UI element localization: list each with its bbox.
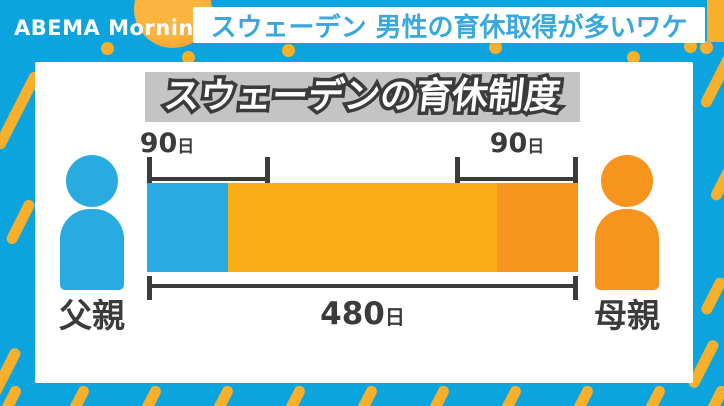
chart-title-plate: スウェーデンの育休制度 スウェーデンの育休制度: [145, 72, 580, 122]
yellow-stripe-decoration: [636, 384, 667, 406]
yellow-stripe-decoration: [132, 384, 163, 406]
yellow-stripe-decoration: [60, 384, 91, 406]
total-days-bracket: [147, 276, 578, 300]
yellow-dot-decoration: [684, 40, 697, 53]
yellow-stripe-decoration: [276, 384, 307, 406]
bar-segment-shared: [227, 183, 498, 272]
yellow-stripe-decoration: [709, 159, 724, 203]
yellow-dot-decoration: [627, 51, 640, 64]
mother-days-bracket: [454, 157, 578, 183]
yellow-stripe-decoration: [492, 384, 523, 406]
yellow-stripe-decoration: [4, 198, 37, 246]
yellow-stripe-decoration: [420, 384, 451, 406]
mother-person-icon: [595, 155, 659, 290]
yellow-stripe-decoration: [699, 275, 724, 317]
yellow-dot-decoration: [101, 42, 114, 55]
bar-segment-mother: [497, 183, 578, 272]
parental-leave-bar: [147, 183, 578, 272]
yellow-dot-decoration: [489, 41, 502, 54]
yellow-stripe-decoration: [698, 50, 724, 110]
father-label: 父親: [59, 296, 125, 335]
father-days-bracket: [147, 157, 271, 183]
infographic-card: スウェーデンの育休制度 スウェーデンの育休制度 90日 90日 480日: [35, 62, 693, 383]
headline-text: スウェーデン 男性の育休取得が多いワケ: [210, 12, 688, 43]
headline-banner: スウェーデン 男性の育休取得が多いワケ: [193, 7, 705, 43]
total-days-label: 480日: [320, 296, 405, 332]
yellow-stripe-decoration: [348, 384, 379, 406]
yellow-stripe-decoration: [204, 384, 235, 406]
program-logo: ABEMA Morning/: [14, 16, 218, 40]
yellow-stripe-decoration: [698, 384, 724, 406]
yellow-dot-decoration: [700, 41, 713, 54]
chart-title: スウェーデンの育休制度 スウェーデンの育休制度: [159, 73, 566, 121]
corner-decoration: [707, 0, 724, 42]
father-days-label: 90日: [139, 128, 195, 159]
mother-label: 母親: [594, 296, 660, 335]
father-person-icon: [60, 155, 124, 290]
yellow-stripe-decoration: [564, 384, 595, 406]
bar-segment-father: [147, 183, 228, 272]
yellow-dot-decoration: [282, 44, 295, 57]
yellow-dot-decoration: [182, 51, 195, 64]
chart-title-text: スウェーデンの育休制度: [162, 76, 563, 117]
mother-days-label: 90日: [489, 128, 545, 159]
